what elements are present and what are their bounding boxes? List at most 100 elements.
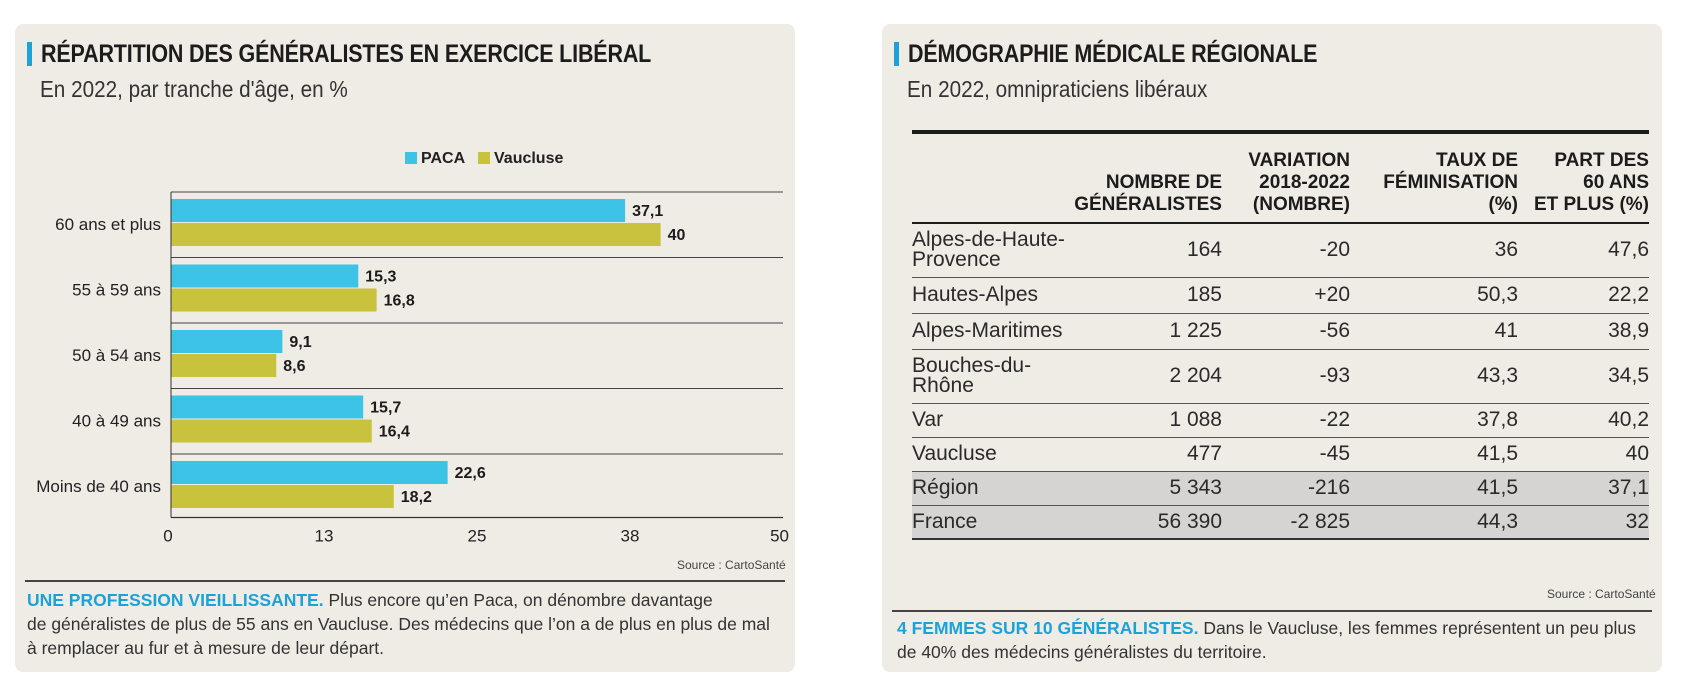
legend-swatch-0	[405, 152, 417, 164]
category-label: 55 à 59 ans	[72, 281, 161, 300]
legend-label-1: Vaucluse	[494, 150, 563, 167]
table-cell: -22	[1222, 403, 1350, 438]
x-tick-label: 0	[163, 527, 172, 546]
left-caption: UNE PROFESSION VIEILLISSANTE. Plus encor…	[27, 588, 789, 660]
bar-vaucluse	[171, 419, 372, 443]
caption-divider	[892, 610, 1652, 612]
right-caption-lead: 4 FEMMES SUR 10 GÉNÉRALISTES.	[897, 618, 1199, 638]
bar-paca	[171, 330, 283, 353]
column-header	[912, 130, 1072, 224]
table-cell: 41,5	[1350, 471, 1518, 506]
left-panel-subtitle: En 2022, par tranche d'âge, en %	[40, 76, 348, 102]
table-row: Alpes-de-Haute- Provence 164 -20 36 47,6	[912, 223, 1649, 278]
demography-table: NOMBRE DE GÉNÉRALISTES VARIATION 2018-2022(…	[912, 130, 1649, 540]
row-label: Var	[912, 403, 1072, 438]
category-label: 60 ans et plus	[55, 215, 161, 234]
column-header: TAUX DE FÉMINISATION (%)	[1350, 130, 1518, 224]
table-cell: -56	[1222, 313, 1350, 350]
table-row: France 56 390 -2 825 44,3 32	[912, 505, 1649, 540]
data-label: 15,7	[370, 400, 401, 417]
table-cell: 37,8	[1350, 403, 1518, 438]
table-row: Var 1 088 -22 37,8 40,2	[912, 403, 1649, 438]
table-cell: +20	[1222, 277, 1350, 314]
table-cell: 22,2	[1518, 277, 1649, 314]
table-cell: -93	[1222, 349, 1350, 404]
x-tick-label: 50	[770, 527, 789, 546]
legend-swatch-1	[478, 152, 490, 164]
data-label: 16,4	[379, 424, 410, 441]
title-accent-bar	[894, 42, 899, 66]
regional-demography-panel: DÉMOGRAPHIE MÉDICALE RÉGIONALE En 2022, …	[882, 24, 1662, 672]
left-caption-lead: UNE PROFESSION VIEILLISSANTE.	[27, 590, 324, 610]
table-cell: 32	[1518, 505, 1649, 540]
table-cell: 164	[1072, 223, 1222, 278]
title-accent-bar	[27, 42, 32, 66]
table-cell: 38,9	[1518, 313, 1649, 350]
table-cell: 56 390	[1072, 505, 1222, 540]
age-distribution-panel: RÉPARTITION DES GÉNÉRALISTES EN EXERCICE…	[15, 24, 795, 672]
column-header: NOMBRE DE GÉNÉRALISTES	[1072, 130, 1222, 224]
table-cell: 5 343	[1072, 471, 1222, 506]
right-caption-line2: de 40% des médecins généralistes du terr…	[897, 642, 1267, 662]
table-cell: 2 204	[1072, 349, 1222, 404]
data-label: 18,2	[401, 489, 432, 506]
data-label: 15,3	[365, 269, 396, 286]
table-cell: 34,5	[1518, 349, 1649, 404]
table-cell: -45	[1222, 437, 1350, 472]
row-label: Région	[912, 471, 1072, 506]
x-tick-label: 13	[315, 527, 334, 546]
table-cell: 1 088	[1072, 403, 1222, 438]
row-label: Hautes-Alpes	[912, 277, 1072, 314]
table-header-row: NOMBRE DE GÉNÉRALISTES VARIATION 2018-2022(…	[912, 130, 1649, 224]
bar-vaucluse	[171, 485, 394, 508]
table-cell: -20	[1222, 223, 1350, 278]
left-caption-line2: de généralistes de plus de 55 ans en Vau…	[27, 614, 770, 634]
table-cell: -216	[1222, 471, 1350, 506]
right-panel-title: DÉMOGRAPHIE MÉDICALE RÉGIONALE	[908, 40, 1318, 68]
table-row: Région 5 343 -216 41,5 37,1	[912, 471, 1649, 506]
bar-vaucluse	[171, 223, 661, 246]
right-source: Source : CartoSanté	[1547, 587, 1656, 601]
bar-vaucluse	[171, 354, 277, 377]
table-cell: 41	[1350, 313, 1518, 350]
column-header: VARIATION 2018-2022 (NOMBRE)	[1222, 130, 1350, 224]
data-label: 40	[668, 227, 686, 244]
category-label: 50 à 54 ans	[72, 346, 161, 365]
category-label: 40 à 49 ans	[72, 412, 161, 431]
column-header: PART DES 60 ANS ET PLUS (%)	[1518, 130, 1649, 224]
table-cell: 1 225	[1072, 313, 1222, 350]
data-label: 37,1	[632, 203, 663, 220]
table-row: Alpes-Maritimes 1 225 -56 41 38,9	[912, 313, 1649, 350]
table-row: Vaucluse 477 -45 41,5 40	[912, 437, 1649, 472]
table-cell: 40	[1518, 437, 1649, 472]
left-source: Source : CartoSanté	[677, 558, 786, 572]
left-caption-line1: Plus encore qu’en Paca, on dénombre dava…	[323, 590, 713, 610]
bar-paca	[171, 199, 626, 222]
table-cell: 47,6	[1518, 223, 1649, 278]
table-cell: 50,3	[1350, 277, 1518, 314]
bar-chart: PACA Vaucluse 60 ans et plus 37,1 40 55 à 59 …	[36, 150, 789, 546]
table-cell: 185	[1072, 277, 1222, 314]
x-tick-label: 25	[468, 527, 487, 546]
data-label: 16,8	[384, 293, 415, 310]
left-caption-line3: à remplacer au fur et à mesure de leur d…	[27, 638, 384, 658]
right-panel-subtitle: En 2022, omnipraticiens libéraux	[907, 76, 1208, 102]
table-row: Hautes-Alpes 185 +20 50,3 22,2	[912, 277, 1649, 314]
table-cell: 40,2	[1518, 403, 1649, 438]
category-label: Moins de 40 ans	[36, 477, 161, 496]
data-label: 8,6	[283, 358, 305, 375]
bar-paca	[171, 461, 448, 484]
table-cell: -2 825	[1222, 505, 1350, 540]
table-body: Alpes-de-Haute- Provence 164 -20 36 47,6 Haute…	[912, 223, 1649, 540]
row-label: Alpes-de-Haute- Provence	[912, 223, 1072, 278]
table-cell: 41,5	[1350, 437, 1518, 472]
row-label: France	[912, 505, 1072, 540]
table-cell: 36	[1350, 223, 1518, 278]
table-cell: 44,3	[1350, 505, 1518, 540]
row-label: Vaucluse	[912, 437, 1072, 472]
bar-paca	[171, 395, 364, 419]
table-cell: 43,3	[1350, 349, 1518, 404]
row-label: Alpes-Maritimes	[912, 313, 1072, 350]
table-cell: 477	[1072, 437, 1222, 472]
bar-paca	[171, 264, 359, 288]
